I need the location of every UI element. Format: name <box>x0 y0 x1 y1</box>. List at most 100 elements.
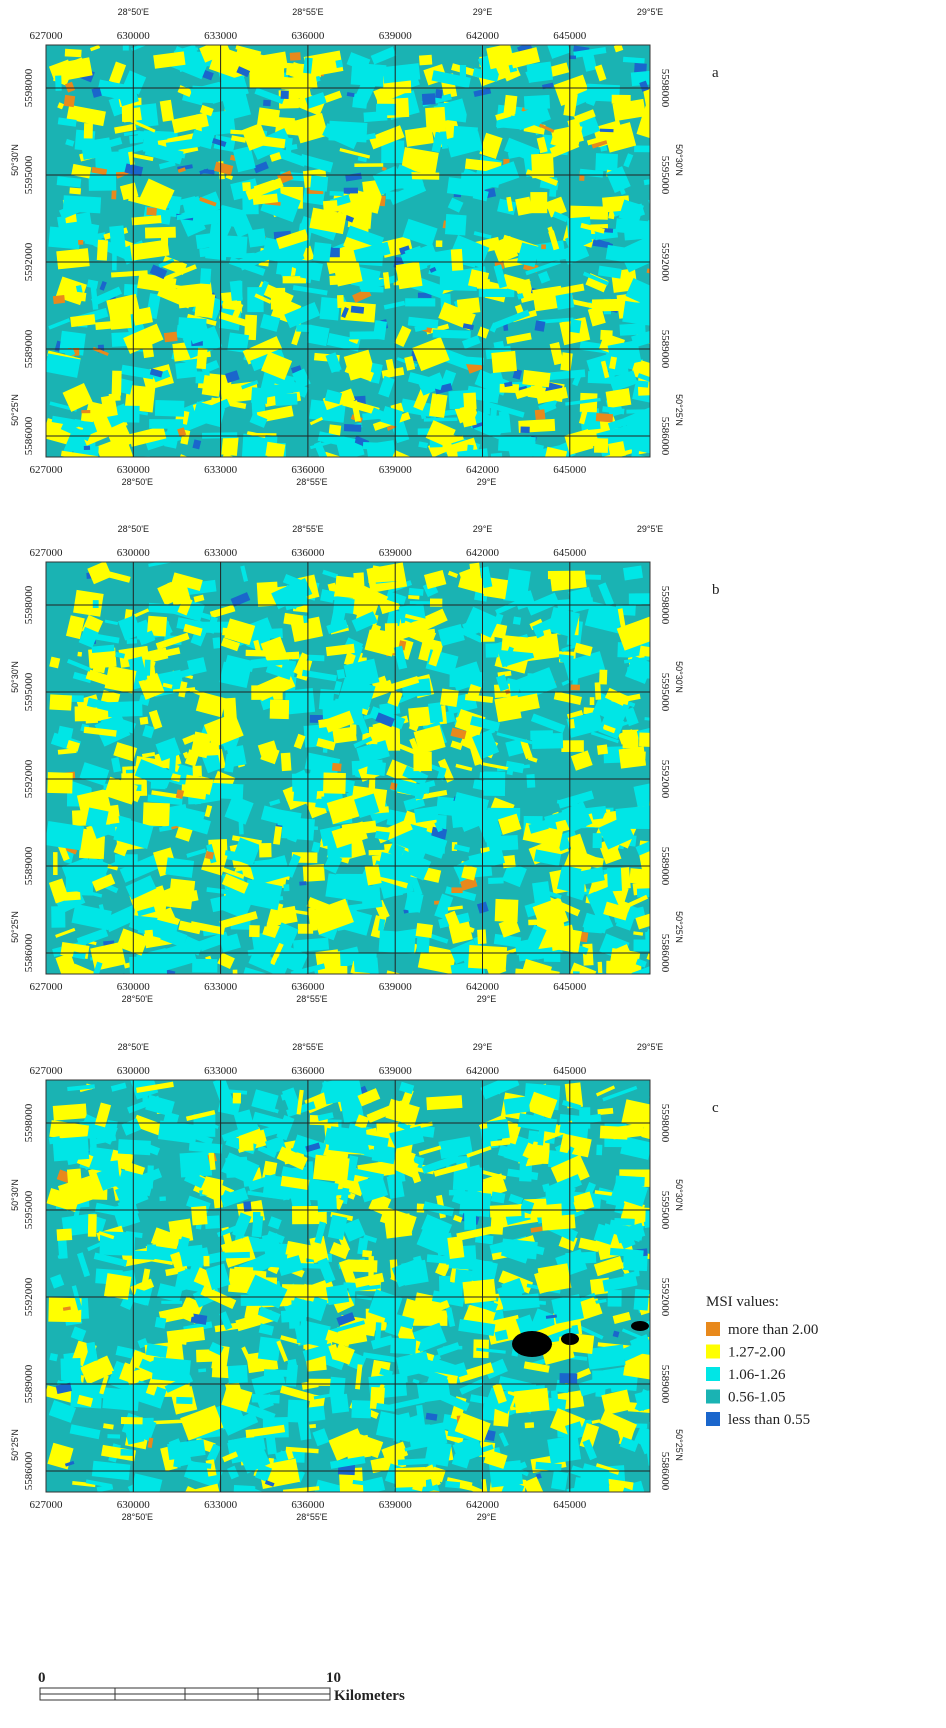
longitude-label: 29°5'E <box>637 524 663 534</box>
land-patch <box>56 248 89 269</box>
land-patch <box>155 400 185 417</box>
land-patch <box>53 295 65 304</box>
legend-swatch <box>706 1322 720 1336</box>
land-patch <box>296 324 312 332</box>
land-patch <box>592 299 621 312</box>
northing-label: 5586000 <box>659 1452 671 1491</box>
land-patch <box>595 153 618 171</box>
easting-label: 645000 <box>553 1499 587 1511</box>
easting-label: 627000 <box>30 1065 64 1077</box>
land-patch <box>57 1228 73 1240</box>
land-patch <box>290 52 301 61</box>
land-patch <box>631 449 639 460</box>
land-patch <box>648 197 663 217</box>
longitude-label: 28°55'E <box>296 477 327 487</box>
land-patch <box>361 286 384 292</box>
latitude-label: 50°30'N <box>674 144 684 176</box>
northing-label: 5589000 <box>659 1365 671 1404</box>
legend-title: MSI values: <box>706 1294 779 1310</box>
easting-label: 645000 <box>553 30 587 42</box>
longitude-label: 29°5'E <box>637 7 663 17</box>
land-patch <box>488 877 504 884</box>
land-patch <box>390 1338 416 1355</box>
easting-label: 639000 <box>379 1065 413 1077</box>
land-patch <box>419 55 432 66</box>
longitude-label: 28°55'E <box>292 524 323 534</box>
scale-start: 0 <box>38 1670 46 1686</box>
land-patch <box>228 1365 248 1384</box>
longitude-label: 29°E <box>473 1042 493 1052</box>
land-patch <box>202 375 222 397</box>
legend-label: more than 2.00 <box>728 1322 818 1338</box>
easting-label: 633000 <box>204 1065 238 1077</box>
land-patch <box>503 95 517 116</box>
land-patch <box>447 1236 464 1259</box>
land-patch <box>636 380 649 387</box>
land-patch <box>178 1239 189 1250</box>
land-patch <box>582 944 593 966</box>
easting-label: 642000 <box>466 981 500 993</box>
land-patch <box>202 432 237 438</box>
longitude-label: 28°55'E <box>296 1512 327 1522</box>
land-patch <box>612 95 631 104</box>
land-patch <box>495 899 519 922</box>
northing-label: 5586000 <box>23 416 35 455</box>
land-patch <box>112 252 117 270</box>
land-patch <box>161 1301 182 1304</box>
land-patch <box>263 100 271 107</box>
easting-label: 639000 <box>379 30 413 42</box>
land-patch <box>122 107 142 122</box>
land-patch <box>69 188 81 195</box>
longitude-label: 29°5'E <box>637 1042 663 1052</box>
land-patch <box>422 93 436 105</box>
land-patch <box>597 744 608 754</box>
land-patch <box>541 244 546 249</box>
land-patch <box>547 1435 581 1464</box>
easting-label: 639000 <box>379 981 413 993</box>
land-patch <box>249 925 260 937</box>
land-patch <box>439 1276 451 1297</box>
land-patch <box>494 695 521 722</box>
longitude-label: 28°55'E <box>292 1042 323 1052</box>
land-patch <box>329 1377 345 1398</box>
longitude-label: 29°E <box>473 7 493 17</box>
land-patch <box>64 95 76 107</box>
land-patch <box>176 1397 192 1404</box>
easting-label: 633000 <box>204 547 238 559</box>
land-patch <box>198 1368 206 1372</box>
easting-label: 633000 <box>204 981 238 993</box>
land-patch <box>596 1145 602 1156</box>
land-patch <box>634 145 660 152</box>
scale-end: 10 <box>326 1670 341 1686</box>
land-patch <box>84 123 93 138</box>
land-patch <box>526 61 553 82</box>
land-patch <box>47 772 72 793</box>
land-patch <box>48 227 81 250</box>
northing-label: 5589000 <box>659 330 671 369</box>
panel-label: a <box>712 65 719 81</box>
land-patch <box>352 1128 367 1144</box>
land-patch <box>520 427 529 433</box>
land-patch <box>298 924 313 934</box>
land-patch <box>650 1302 659 1316</box>
land-patch <box>326 1284 349 1305</box>
northing-label: 5592000 <box>23 759 35 798</box>
land-patch <box>646 1254 657 1260</box>
land-patch <box>361 885 381 907</box>
land-patch <box>293 783 318 803</box>
latitude-label: 50°25'N <box>674 394 684 426</box>
land-patch <box>420 1491 442 1513</box>
legend-label: 0.56-1.05 <box>728 1390 786 1406</box>
legend-swatch <box>706 1345 720 1359</box>
land-patch <box>489 174 501 188</box>
latitude-label: 50°25'N <box>10 394 20 426</box>
latitude-label: 50°30'N <box>10 1179 20 1211</box>
land-patch <box>477 929 486 944</box>
legend-swatch <box>706 1390 720 1404</box>
land-patch <box>526 774 535 788</box>
easting-label: 645000 <box>553 981 587 993</box>
northing-label: 5595000 <box>659 1191 671 1230</box>
longitude-label: 28°50'E <box>122 477 153 487</box>
land-patch <box>449 672 483 688</box>
northing-label: 5592000 <box>659 760 671 799</box>
